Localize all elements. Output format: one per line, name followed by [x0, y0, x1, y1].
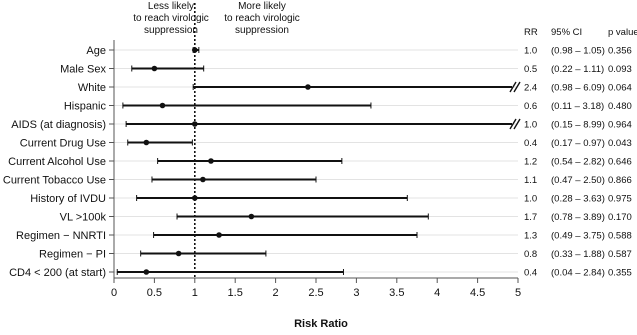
annotation-more-likely: More likely: [238, 1, 286, 12]
cell-rr: 0.8: [524, 249, 537, 260]
row-label: History of IVDU: [30, 193, 106, 205]
cell-rr: 0.5: [524, 64, 537, 75]
x-tick-label: 0: [111, 287, 117, 299]
row-label: Hispanic: [64, 101, 107, 113]
x-tick-label: 2.5: [308, 287, 323, 299]
row-label: Regimen − NNRTI: [16, 230, 106, 242]
stats-table: RR 95% CI p value 1.0 (0.98 – 1.05) 0.356 0.5 (…: [524, 27, 637, 279]
annotation-more-likely: to reach virologic: [224, 13, 300, 24]
point-estimate: [143, 269, 150, 275]
x-tick-label: 4: [434, 287, 440, 299]
row-label: Age: [86, 45, 106, 57]
row-label: AIDS (at diagnosis): [11, 119, 106, 131]
cell-p-value: 0.646: [608, 157, 632, 168]
x-axis-title: Risk Ratio: [294, 318, 348, 330]
cell-rr: 0.6: [524, 101, 537, 112]
annotation-less-likely: to reach virologic: [133, 13, 209, 24]
x-tick-label: 3.5: [389, 287, 404, 299]
point-estimate: [305, 84, 311, 90]
point-estimate: [143, 139, 150, 146]
row-label: Current Drug Use: [20, 138, 106, 150]
point-estimate: [159, 102, 166, 109]
plot-frame: [109, 40, 518, 279]
point-estimate: [200, 176, 206, 183]
cell-p-value: 0.964: [608, 120, 632, 131]
header-ci: 95% CI: [551, 27, 582, 38]
interval-marks: [116, 47, 521, 275]
row-label: Current Tobacco Use: [3, 175, 106, 187]
cell-ci: (0.47 – 2.50): [551, 175, 605, 186]
x-tick-label: 1.5: [228, 287, 243, 299]
cell-ci: (0.78 – 3.89): [551, 212, 605, 223]
x-tick-label: 5: [515, 287, 521, 299]
cell-rr: 2.4: [524, 83, 537, 94]
cell-ci: (0.22 – 1.11): [551, 64, 604, 75]
row-label: Male Sex: [60, 64, 106, 76]
x-tick-label: 4.5: [470, 287, 485, 299]
cell-ci: (0.54 – 2.82): [551, 157, 605, 168]
point-estimate: [216, 232, 222, 238]
annotation-less-likely: suppression: [144, 25, 198, 36]
cell-ci: (0.33 – 1.88): [551, 249, 605, 260]
cell-ci: (0.49 – 3.75): [551, 231, 605, 242]
axis-break-mark: [509, 118, 517, 130]
x-tick-label: 2: [273, 287, 279, 299]
cell-p-value: 0.093: [608, 64, 632, 75]
cell-rr: 1.0: [524, 120, 537, 131]
cell-ci: (0.98 – 6.09): [551, 83, 605, 94]
cell-p-value: 0.975: [608, 194, 632, 205]
annotation-more-likely: suppression: [235, 25, 289, 36]
x-axis: 0 0.5 1 1.5 2 2.5 3 3.5 4 4.5 5 Risk Ratio: [111, 278, 521, 330]
point-estimate: [151, 65, 158, 72]
annotation-less-likely: Less likely: [148, 1, 194, 12]
cell-rr: 1.7: [524, 212, 537, 223]
cell-rr: 0.4: [524, 268, 537, 279]
row-label: CD4 < 200 (at start): [9, 267, 106, 279]
cell-rr: 1.3: [524, 231, 537, 242]
row-label: VL >100k: [60, 212, 107, 224]
x-tick-label: 0.5: [147, 287, 162, 299]
row-label: Current Alcohol Use: [8, 156, 106, 168]
cell-ci: (0.17 – 0.97): [551, 138, 605, 149]
cell-p-value: 0.064: [608, 83, 632, 94]
row-labels: Age Male Sex White Hispanic AIDS (at diagnos…: [3, 45, 107, 279]
cell-ci: (0.15 – 8.99): [551, 120, 605, 131]
cell-p-value: 0.587: [608, 249, 632, 260]
cell-rr: 1.0: [524, 46, 537, 57]
x-tick-label: 3: [353, 287, 359, 299]
cell-p-value: 0.480: [608, 101, 632, 112]
cell-ci: (0.98 – 1.05): [551, 46, 605, 57]
cell-p-value: 0.866: [608, 175, 632, 186]
point-estimate: [192, 47, 198, 53]
point-estimate: [192, 195, 198, 201]
cell-rr: 0.4: [524, 138, 537, 149]
cell-p-value: 0.170: [608, 212, 632, 223]
axis-break-mark: [509, 81, 517, 93]
cell-ci: (0.11 – 3.18): [551, 101, 604, 112]
axis-break-mark: [513, 81, 521, 93]
x-tick-label: 1: [192, 287, 198, 299]
header-p-value: p value: [608, 27, 637, 38]
cell-p-value: 0.356: [608, 46, 632, 57]
cell-p-value: 0.043: [608, 138, 632, 149]
point-estimate: [248, 213, 255, 220]
cell-ci: (0.28 – 3.63): [551, 194, 605, 205]
row-label: Regimen − PI: [39, 249, 106, 261]
cell-rr: 1.2: [524, 157, 537, 168]
axis-break-mark: [513, 118, 521, 130]
point-estimate: [175, 250, 182, 257]
point-estimate: [208, 158, 214, 164]
cell-p-value: 0.588: [608, 231, 632, 242]
point-estimate: [192, 121, 198, 127]
cell-ci: (0.04 – 2.84): [551, 268, 605, 279]
cell-p-value: 0.355: [608, 268, 632, 279]
row-label: White: [78, 82, 106, 94]
cell-rr: 1.0: [524, 194, 537, 205]
cell-rr: 1.1: [524, 175, 537, 186]
header-rr: RR: [524, 27, 538, 38]
